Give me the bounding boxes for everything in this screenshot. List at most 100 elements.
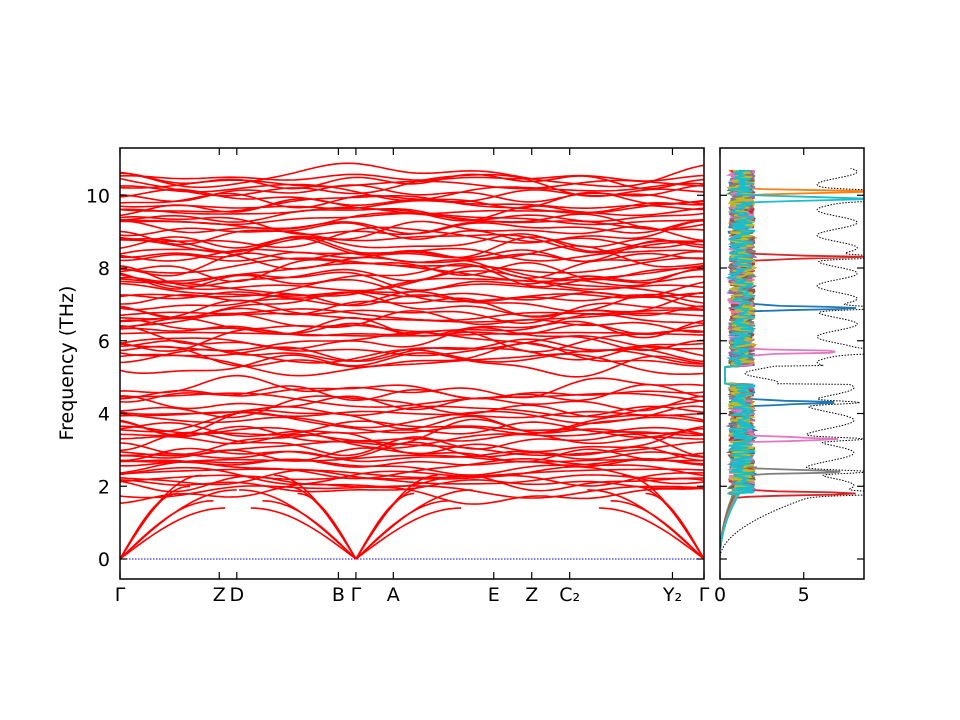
x-tick-label-0: Γ — [115, 584, 126, 606]
phonon-band-2 — [120, 478, 704, 493]
phonon-band-84 — [120, 197, 704, 222]
y-tick-label-4: 8 — [98, 258, 110, 280]
phonon-band-90 — [120, 182, 704, 202]
phonon-band-24 — [120, 405, 704, 436]
y-tick-label-5: 10 — [86, 185, 110, 207]
phonon-band-60 — [120, 270, 704, 292]
phonon-band-74 — [120, 233, 704, 254]
phonon-band-20 — [120, 418, 704, 446]
phonon-band-16 — [120, 428, 704, 455]
phonon-band-26 — [120, 410, 704, 419]
x-tick-label-5: A — [387, 584, 400, 606]
x-tick-label-7: Z — [525, 584, 538, 606]
partial-dos-line-9 — [720, 169, 864, 549]
phonon-band-41 — [120, 331, 704, 353]
phonon-band-48 — [120, 310, 704, 334]
phonon-band-89 — [120, 184, 704, 203]
x-tick-label-2: D — [229, 584, 244, 606]
phonon-band-86 — [120, 195, 704, 215]
phonon-band-53 — [120, 291, 704, 319]
phonon-band-66 — [120, 257, 704, 274]
phonon-band-21 — [120, 421, 704, 438]
acoustic-branch-1-2l — [274, 474, 357, 560]
x-tick-label-1: Z — [213, 584, 226, 606]
phonon-band-50 — [120, 308, 704, 322]
x-tick-label-10: Γ — [699, 584, 710, 606]
phonon-band-43 — [120, 328, 704, 353]
x-tick-label-8: C₂ — [559, 584, 580, 606]
phonon-band-76 — [120, 220, 704, 246]
phonon-band-51 — [120, 299, 704, 324]
acoustic-branch-1-4l — [250, 507, 357, 560]
acoustic-branch-0-5r — [120, 489, 237, 560]
phonon-band-63 — [120, 265, 704, 287]
phonon-band-10 — [120, 458, 704, 468]
phonon-band-91 — [120, 173, 704, 198]
acoustic-branch-1-0r — [355, 492, 415, 560]
total-dos-line — [720, 167, 864, 559]
phonon-band-11 — [120, 454, 704, 463]
y-axis-label: Frequency (THz) — [56, 286, 78, 441]
phonon-band-42 — [120, 325, 704, 352]
phonon-band-79 — [120, 213, 704, 236]
x-tick-label-3: B — [332, 584, 345, 606]
phonon-band-64 — [120, 262, 704, 283]
phonon-band-27 — [120, 405, 704, 418]
acoustic-branch-2-3l — [610, 500, 704, 560]
acoustic-branch-0-2r — [120, 474, 202, 560]
acoustic-branch-2-0l — [645, 492, 704, 560]
phonon-band-32 — [120, 384, 704, 400]
phonon-band-18 — [120, 433, 704, 445]
acoustic-branch-1-5r — [355, 489, 473, 560]
phonon-band-65 — [120, 258, 704, 283]
phonon-band-35 — [120, 352, 704, 378]
x-tick-label-4: Γ — [351, 584, 362, 606]
phonon-band-83 — [120, 206, 704, 217]
phonon-band-23 — [120, 411, 704, 435]
phonon-band-17 — [120, 431, 704, 458]
phonon-band-72 — [120, 236, 704, 259]
phonon-band-34 — [120, 353, 704, 377]
phonon-band-30 — [120, 392, 704, 408]
phonon-band-25 — [120, 410, 704, 429]
acoustic-branch-1-5l — [239, 489, 357, 560]
dos-plot-frame — [719, 147, 865, 580]
y-tick-label-2: 4 — [98, 404, 110, 426]
phonon-band-71 — [120, 235, 704, 263]
acoustic-branch-0-0r — [120, 492, 179, 560]
phonon-band-4 — [120, 474, 704, 485]
phonon-band-46 — [120, 316, 704, 339]
acoustic-branch-1-0l — [297, 492, 357, 560]
y-tick-label-3: 6 — [98, 331, 110, 353]
phonon-band-12 — [120, 450, 704, 463]
phonon-band-40 — [120, 334, 704, 357]
phonon-band-7 — [120, 468, 704, 479]
phonon-band-36 — [120, 342, 704, 368]
acoustic-branch-1-4r — [355, 507, 462, 560]
phonon-band-95 — [120, 162, 704, 189]
phonon-band-94 — [120, 173, 704, 182]
phonon-band-15 — [120, 440, 704, 457]
phonon-band-29 — [120, 395, 704, 412]
acoustic-branch-1-2r — [355, 474, 438, 560]
phonon-band-75 — [120, 226, 704, 249]
phonon-band-5 — [120, 469, 704, 487]
phonon-band-57 — [120, 278, 704, 303]
phonon-band-28 — [120, 395, 704, 419]
phonon-band-38 — [120, 345, 704, 363]
phonon-band-22 — [120, 420, 704, 439]
phonon-band-9 — [120, 457, 704, 476]
x-tick-label-6: E — [488, 584, 500, 606]
phonon-band-58 — [120, 282, 704, 298]
acoustic-branch-2-2l — [622, 474, 704, 560]
acoustic-branch-1-3l — [262, 500, 357, 560]
acoustic-branch-1-3r — [355, 500, 450, 560]
phonon-band-82 — [120, 208, 704, 223]
dos-x-tick-label-0: 0 — [714, 584, 726, 606]
phonon-band-93 — [120, 172, 704, 190]
